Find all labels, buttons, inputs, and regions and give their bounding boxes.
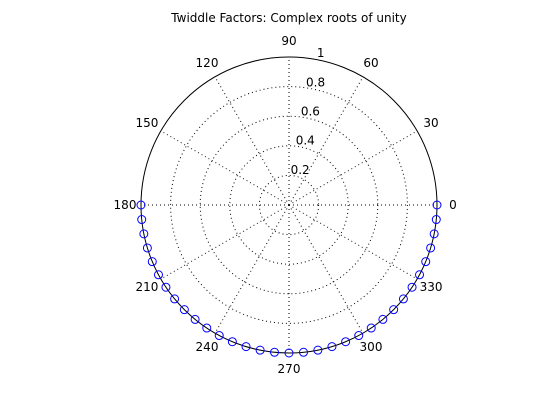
data-point bbox=[147, 257, 157, 267]
data-point bbox=[341, 337, 351, 347]
data-point bbox=[426, 243, 436, 253]
angular-tick-label: 180 bbox=[114, 198, 137, 212]
angular-tick-label: 90 bbox=[281, 34, 296, 48]
grid-ring bbox=[258, 174, 320, 236]
grid-ring bbox=[199, 115, 379, 295]
grid-spoke bbox=[288, 76, 364, 206]
radial-tick-label: 0.8 bbox=[306, 75, 325, 89]
outer-circle bbox=[140, 56, 438, 354]
grid-spoke bbox=[288, 130, 418, 206]
data-point bbox=[190, 314, 200, 324]
data-point bbox=[284, 348, 294, 358]
data-point bbox=[366, 323, 376, 333]
data-point bbox=[429, 229, 439, 239]
angular-tick-label: 150 bbox=[136, 116, 159, 130]
grid-spoke bbox=[288, 204, 364, 334]
data-point bbox=[214, 331, 224, 341]
radial-tick-label: 0.4 bbox=[296, 134, 315, 148]
data-point bbox=[327, 342, 337, 352]
data-point bbox=[227, 337, 237, 347]
radial-tick-labels: 0.2 0.4 0.6 0.8 1 bbox=[291, 46, 326, 177]
angular-tick-label: 330 bbox=[420, 280, 443, 294]
data-point bbox=[161, 282, 171, 292]
data-point bbox=[389, 305, 399, 315]
data-point bbox=[179, 305, 189, 315]
data-point bbox=[255, 345, 265, 355]
data-point bbox=[170, 294, 180, 304]
angular-tick-label: 240 bbox=[196, 340, 219, 354]
data-point bbox=[354, 331, 364, 341]
data-point bbox=[421, 257, 431, 267]
data-point bbox=[431, 215, 441, 225]
data-points bbox=[136, 200, 442, 358]
data-point bbox=[407, 282, 417, 292]
data-point bbox=[378, 314, 388, 324]
data-point bbox=[398, 294, 408, 304]
angular-tick-label: 270 bbox=[278, 362, 301, 376]
grid-ring bbox=[229, 145, 349, 265]
data-point bbox=[313, 345, 323, 355]
data-point bbox=[299, 347, 309, 357]
angular-tick-label: 0 bbox=[449, 198, 457, 212]
data-point bbox=[142, 243, 152, 253]
polar-frame bbox=[140, 56, 438, 354]
radial-tick-label: 0.2 bbox=[291, 163, 310, 177]
data-point bbox=[137, 215, 147, 225]
radial-tick-label: 1 bbox=[317, 46, 325, 60]
data-point bbox=[136, 200, 146, 210]
angular-tick-label: 210 bbox=[136, 280, 159, 294]
angular-tick-label: 300 bbox=[360, 340, 383, 354]
angular-tick-label: 60 bbox=[363, 56, 378, 70]
data-point bbox=[153, 270, 163, 280]
grid-spoke bbox=[288, 204, 418, 280]
data-point bbox=[139, 229, 149, 239]
angular-tick-label: 120 bbox=[196, 56, 219, 70]
angular-tick-labels: 0 30 60 90 120 150 180 210 240 270 300 330 bbox=[114, 34, 457, 376]
chart-title: Twiddle Factors: Complex roots of unity bbox=[170, 11, 406, 25]
grid-spoke bbox=[214, 76, 290, 206]
radial-tick-label: 0.6 bbox=[301, 105, 320, 119]
data-point bbox=[202, 323, 212, 333]
data-point bbox=[269, 347, 279, 357]
grid-spoke bbox=[160, 204, 290, 280]
grid-spoke bbox=[214, 204, 290, 334]
grid-spoke bbox=[160, 130, 290, 206]
data-point bbox=[415, 270, 425, 280]
polar-grid bbox=[141, 57, 437, 353]
data-point bbox=[432, 200, 442, 210]
angular-tick-label: 30 bbox=[423, 116, 438, 130]
data-point bbox=[241, 342, 251, 352]
